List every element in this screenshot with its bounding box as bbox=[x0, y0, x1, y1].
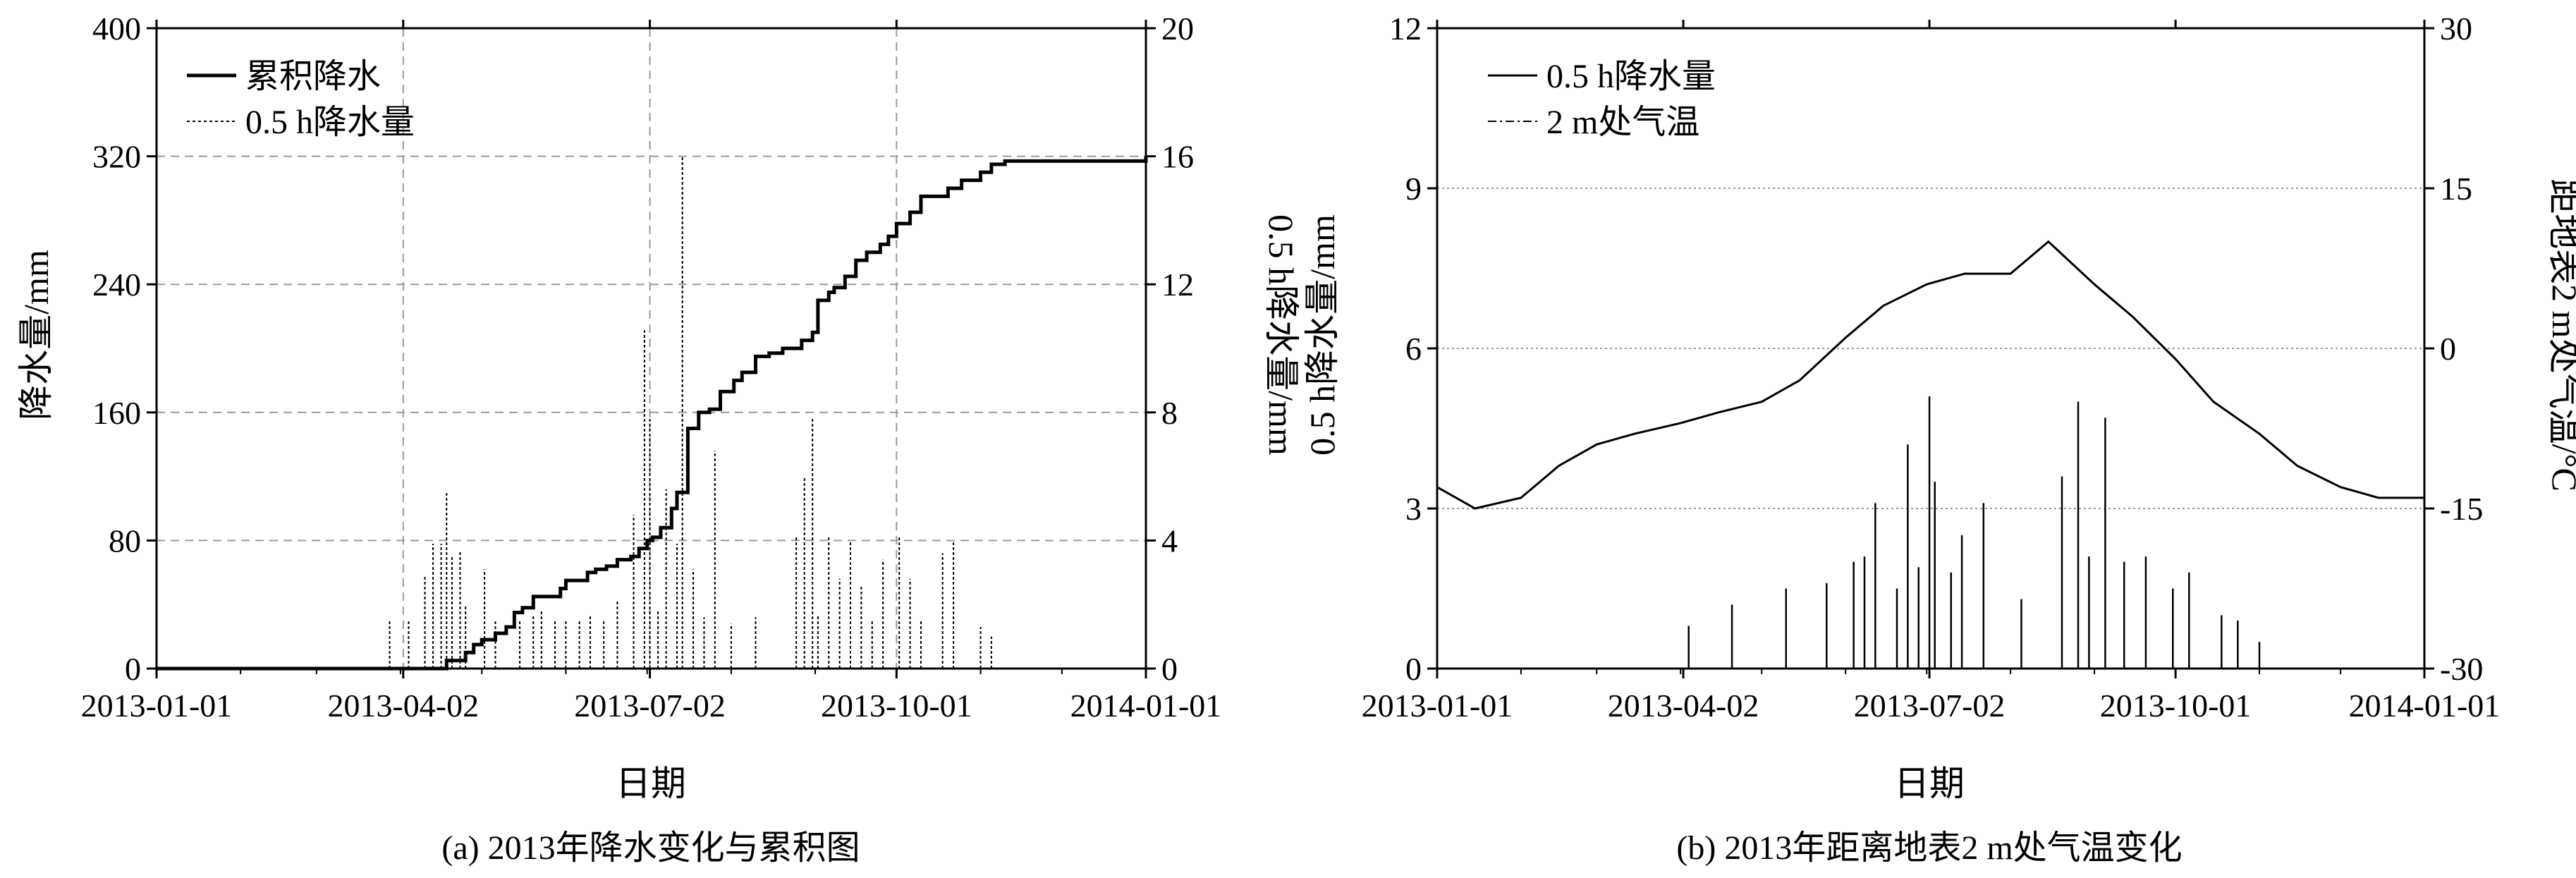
series-line-temperature bbox=[1436, 240, 2424, 510]
panel-b: 2013-01-01 2013-04-02 2013-07-02 2013-10-01… bbox=[1302, 11, 2576, 867]
y-right-tick-label: -15 bbox=[2440, 491, 2483, 527]
legend-label-halfhour: 0.5 h降水量 bbox=[245, 104, 415, 141]
x-tick-label: 2013-07-02 bbox=[574, 688, 726, 724]
panel-a-x-axis-label: 日期 bbox=[616, 764, 686, 803]
y-tick-label: 3 bbox=[1405, 491, 1422, 527]
y-right-tick-label: -30 bbox=[2440, 651, 2483, 687]
x-tick-label: 2013-01-01 bbox=[81, 688, 233, 724]
series-line-cumulative bbox=[157, 156, 1148, 671]
panel-a-y-axis-right-label: 0.5 h降水量/mm bbox=[1262, 214, 1301, 456]
y-tick-label: 240 bbox=[92, 267, 141, 303]
panel-a-plot-frame bbox=[155, 27, 1147, 670]
panel-b-ticks: 2013-01-01 2013-04-02 2013-07-02 2013-10-01… bbox=[1362, 11, 2501, 724]
panel-b-caption: (b) 2013年距离地表2 m处气温变化 bbox=[1676, 829, 2182, 867]
y-right-tick-label: 20 bbox=[1161, 11, 1194, 47]
y-tick-label: 0 bbox=[125, 651, 141, 687]
y-tick-label: 9 bbox=[1405, 171, 1422, 207]
panel-a-legend: 累积降水 0.5 h降水量 bbox=[187, 58, 415, 141]
legend-label-temperature: 2 m处气温 bbox=[1546, 104, 1699, 141]
y-right-tick-label: 15 bbox=[2440, 171, 2472, 207]
x-tick-label: 2014-01-01 bbox=[2349, 688, 2501, 724]
panel-b-y-axis-label: 0.5 h降水量/mm bbox=[1302, 214, 1342, 456]
y-tick-label: 320 bbox=[92, 139, 141, 175]
legend-label-cumulative: 累积降水 bbox=[245, 58, 381, 95]
panel-a-y-axis-label: 降水量/mm bbox=[16, 250, 56, 420]
panel-b-legend: 0.5 h降水量 2 m处气温 bbox=[1488, 58, 1716, 141]
y-right-tick-label: 16 bbox=[1161, 139, 1194, 175]
y-right-tick-label: 12 bbox=[1161, 267, 1194, 303]
panel-a-series bbox=[157, 156, 1148, 671]
y-right-tick-label: 30 bbox=[2440, 11, 2472, 47]
panel-a-ticks: 2013-01-01 2013-04-02 2013-07-02 2013-10-01… bbox=[81, 11, 1222, 724]
y-right-tick-label: 0 bbox=[2440, 331, 2456, 367]
y-tick-label: 80 bbox=[109, 523, 141, 559]
y-right-tick-label: 8 bbox=[1161, 395, 1178, 431]
x-tick-label: 2013-10-01 bbox=[2100, 688, 2252, 724]
x-tick-label: 2013-04-02 bbox=[327, 688, 479, 724]
y-right-tick-label: 4 bbox=[1161, 523, 1178, 559]
panel-b-x-axis-label: 日期 bbox=[1894, 764, 1965, 803]
panel-b-y-axis-right-label: 距地表2 m处气温/°C bbox=[2545, 178, 2576, 492]
y-right-tick-label: 0 bbox=[1161, 651, 1178, 687]
panel-b-grid bbox=[1437, 188, 2424, 509]
y-tick-label: 0 bbox=[1405, 651, 1422, 687]
x-tick-label: 2013-01-01 bbox=[1362, 688, 1513, 724]
panel-b-series bbox=[1436, 240, 2424, 669]
x-tick-label: 2013-04-02 bbox=[1608, 688, 1759, 724]
y-tick-label: 6 bbox=[1405, 331, 1422, 367]
panel-a-caption: (a) 2013年降水变化与累积图 bbox=[441, 829, 860, 867]
y-tick-label: 12 bbox=[1389, 11, 1422, 47]
x-tick-label: 2013-10-01 bbox=[821, 688, 972, 724]
legend-label-halfhour-b: 0.5 h降水量 bbox=[1546, 58, 1716, 95]
panel-a: 2013-01-01 2013-04-02 2013-07-02 2013-10-01… bbox=[16, 11, 1301, 867]
x-tick-label: 2013-07-02 bbox=[1854, 688, 2006, 724]
y-tick-label: 400 bbox=[92, 11, 141, 47]
y-tick-label: 160 bbox=[92, 395, 141, 431]
x-tick-label: 2014-01-01 bbox=[1070, 688, 1222, 724]
